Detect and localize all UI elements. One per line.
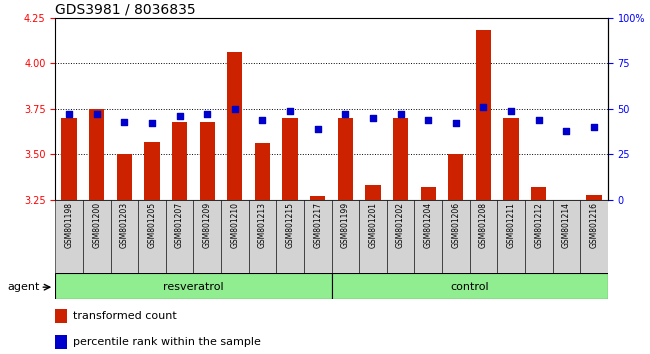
Point bbox=[92, 112, 102, 117]
Bar bbox=[89, 109, 104, 200]
Text: GSM801207: GSM801207 bbox=[175, 202, 184, 248]
Bar bbox=[580, 200, 608, 273]
Point bbox=[257, 117, 268, 122]
Bar bbox=[200, 122, 214, 200]
Text: GSM801212: GSM801212 bbox=[534, 202, 543, 248]
Bar bbox=[62, 118, 77, 200]
Text: GSM801209: GSM801209 bbox=[203, 202, 212, 248]
Point bbox=[285, 108, 295, 114]
Bar bbox=[144, 142, 159, 200]
Text: control: control bbox=[450, 282, 489, 292]
Bar bbox=[283, 118, 298, 200]
Text: GSM801202: GSM801202 bbox=[396, 202, 405, 248]
Bar bbox=[117, 154, 132, 200]
Text: GSM801211: GSM801211 bbox=[506, 202, 515, 248]
Point bbox=[202, 112, 213, 117]
Point bbox=[450, 121, 461, 126]
Bar bbox=[111, 200, 138, 273]
Text: GSM801213: GSM801213 bbox=[258, 202, 267, 248]
Point bbox=[589, 124, 599, 130]
Bar bbox=[476, 30, 491, 200]
Bar bbox=[421, 187, 436, 200]
Bar bbox=[304, 200, 332, 273]
Bar bbox=[55, 309, 68, 323]
Text: transformed count: transformed count bbox=[73, 311, 177, 321]
Text: GSM801203: GSM801203 bbox=[120, 202, 129, 248]
Bar bbox=[172, 122, 187, 200]
Bar bbox=[227, 52, 242, 200]
Bar bbox=[55, 335, 68, 349]
Bar bbox=[365, 185, 380, 200]
Point bbox=[478, 104, 489, 110]
Bar bbox=[387, 200, 415, 273]
Bar bbox=[504, 118, 519, 200]
Bar bbox=[194, 200, 221, 273]
Point bbox=[229, 106, 240, 112]
Text: resveratrol: resveratrol bbox=[163, 282, 224, 292]
Point bbox=[423, 117, 434, 122]
Point bbox=[561, 128, 571, 133]
Bar bbox=[138, 200, 166, 273]
Bar bbox=[310, 196, 325, 200]
Bar bbox=[276, 200, 304, 273]
Bar bbox=[166, 200, 194, 273]
Bar bbox=[531, 187, 546, 200]
Bar bbox=[221, 200, 248, 273]
Point bbox=[174, 113, 185, 119]
Point bbox=[147, 121, 157, 126]
Text: agent: agent bbox=[7, 282, 40, 292]
Bar bbox=[55, 273, 332, 299]
Point bbox=[534, 117, 544, 122]
Bar bbox=[55, 200, 83, 273]
Text: GSM801198: GSM801198 bbox=[64, 202, 73, 248]
Point bbox=[368, 115, 378, 121]
Bar bbox=[497, 200, 525, 273]
Text: GSM801200: GSM801200 bbox=[92, 202, 101, 248]
Text: GSM801199: GSM801199 bbox=[341, 202, 350, 248]
Bar bbox=[442, 200, 469, 273]
Text: GDS3981 / 8036835: GDS3981 / 8036835 bbox=[55, 2, 196, 17]
Text: GSM801206: GSM801206 bbox=[451, 202, 460, 248]
Text: GSM801205: GSM801205 bbox=[148, 202, 157, 248]
Point bbox=[340, 112, 350, 117]
Text: GSM801201: GSM801201 bbox=[369, 202, 378, 248]
Text: GSM801215: GSM801215 bbox=[285, 202, 294, 248]
Bar bbox=[586, 195, 601, 200]
Bar bbox=[359, 200, 387, 273]
Bar bbox=[393, 118, 408, 200]
Bar bbox=[338, 118, 353, 200]
Text: GSM801204: GSM801204 bbox=[424, 202, 433, 248]
Bar bbox=[552, 200, 580, 273]
Bar bbox=[525, 200, 552, 273]
Bar bbox=[469, 200, 497, 273]
Point bbox=[119, 119, 129, 125]
Text: GSM801217: GSM801217 bbox=[313, 202, 322, 248]
Text: percentile rank within the sample: percentile rank within the sample bbox=[73, 337, 261, 347]
Bar bbox=[332, 200, 359, 273]
Text: GSM801214: GSM801214 bbox=[562, 202, 571, 248]
Bar bbox=[248, 200, 276, 273]
Point bbox=[506, 108, 516, 114]
Text: GSM801208: GSM801208 bbox=[479, 202, 488, 248]
Text: GSM801210: GSM801210 bbox=[230, 202, 239, 248]
Text: GSM801216: GSM801216 bbox=[590, 202, 599, 248]
Bar bbox=[415, 200, 442, 273]
Point bbox=[395, 112, 406, 117]
Bar bbox=[83, 200, 111, 273]
Point bbox=[313, 126, 323, 132]
Bar bbox=[448, 154, 463, 200]
Point bbox=[64, 112, 74, 117]
Bar bbox=[332, 273, 608, 299]
Bar bbox=[255, 143, 270, 200]
